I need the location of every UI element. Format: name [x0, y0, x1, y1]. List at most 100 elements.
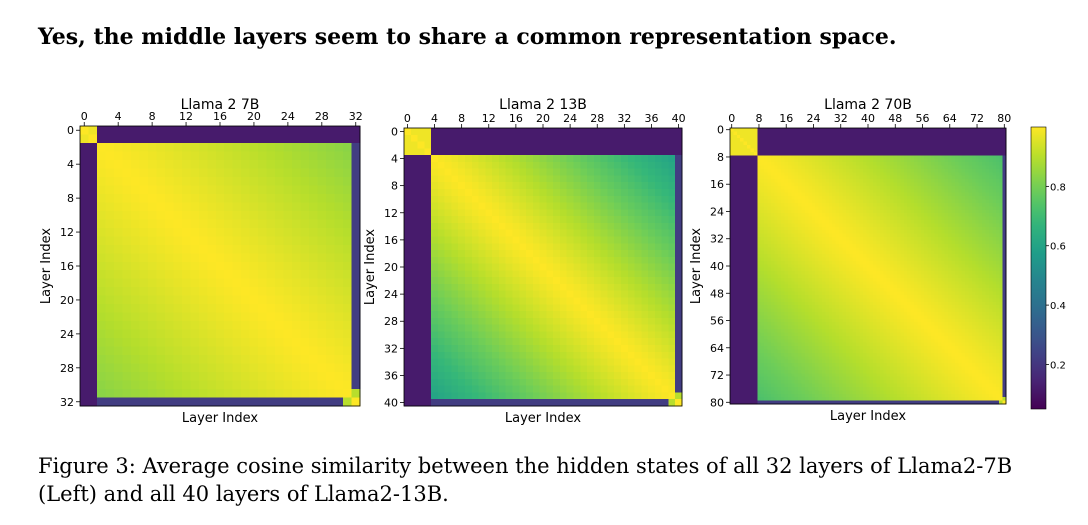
heatmap-cell [573, 311, 581, 319]
heatmap-cell [546, 378, 554, 387]
heatmap-cell [190, 312, 200, 322]
heatmap-cell [873, 192, 878, 197]
heatmap-cell [958, 138, 963, 143]
heatmap-cell [343, 278, 353, 288]
heatmap-cell [258, 363, 268, 373]
heatmap-cell [451, 378, 459, 387]
heatmap-cell [465, 324, 473, 333]
heatmap-cell [96, 363, 107, 373]
heatmap-cell [893, 158, 898, 163]
heatmap-cell [774, 175, 779, 180]
heatmap-cell [961, 148, 966, 153]
heatmap-cell [866, 185, 871, 190]
heatmap-cell [944, 134, 949, 139]
heatmap-cell [559, 358, 568, 366]
heatmap-cell [526, 358, 534, 366]
heatmap-cell [424, 202, 432, 210]
heatmap-cell [784, 165, 789, 170]
heatmap-cell [907, 209, 912, 214]
heatmap-cell [485, 182, 493, 190]
heatmap-cell [767, 196, 772, 201]
heatmap-cell [767, 213, 772, 218]
heatmap-cell [539, 290, 547, 299]
heatmap-cell [828, 134, 833, 139]
heatmap-cell [113, 227, 124, 237]
heatmap-cell [890, 179, 895, 184]
heatmap-cell [757, 131, 762, 136]
heatmap-cell [593, 304, 602, 312]
heatmap-cell [190, 278, 200, 288]
heatmap-cell [600, 297, 609, 305]
heatmap-cell [492, 338, 500, 346]
heatmap-cell [753, 192, 758, 197]
heatmap-cell [750, 158, 755, 163]
heatmap-cell [948, 151, 953, 156]
heatmap-cell [283, 380, 293, 390]
heatmap-cell [607, 358, 615, 366]
heatmap-cell [893, 199, 898, 204]
heatmap-cell [498, 399, 507, 407]
heatmap-cell [80, 287, 90, 297]
heatmap-cell [526, 222, 534, 231]
heatmap-cell [593, 324, 602, 333]
heatmap-cell [890, 202, 895, 207]
heatmap-cell [600, 385, 609, 394]
heatmap-cell [266, 168, 276, 178]
heatmap-cell [181, 329, 191, 339]
heatmap-cell [351, 287, 361, 297]
heatmap-cell [424, 317, 432, 326]
heatmap-cell [105, 270, 115, 280]
heatmap-cell [334, 244, 344, 254]
heatmap-cell [190, 295, 200, 305]
heatmap-cell [546, 236, 554, 244]
heatmap-cell [832, 168, 837, 173]
heatmap-cell [747, 131, 752, 136]
heatmap-cell [614, 236, 622, 244]
heatmap-cell [198, 176, 208, 186]
heatmap-cell [105, 304, 115, 314]
heatmap-cell [539, 311, 547, 319]
heatmap-cell [614, 168, 622, 177]
heatmap-cell [634, 378, 642, 387]
heatmap-cell [995, 206, 1000, 211]
heatmap-cell [587, 392, 595, 400]
heatmap-cell [873, 189, 878, 194]
heatmap-cell [927, 141, 932, 146]
heatmap-cell [258, 355, 268, 365]
heatmap-cell [835, 151, 840, 156]
heatmap-cell [620, 385, 629, 394]
heatmap-cell [856, 165, 861, 170]
heatmap-cell [130, 372, 140, 382]
heatmap-cell [105, 126, 115, 136]
heatmap-cell [485, 128, 493, 136]
heatmap-cell [750, 151, 755, 156]
heatmap-cell [733, 145, 738, 150]
heatmap-cell [934, 128, 939, 133]
heatmap-cell [668, 297, 676, 305]
heatmap-cell [862, 172, 867, 177]
heatmap-cell [951, 131, 956, 136]
heatmap-cell [80, 312, 90, 322]
heatmap-cell [890, 182, 895, 187]
heatmap-cell [207, 151, 217, 161]
heatmap-cell [849, 158, 854, 163]
heatmap-cell [283, 372, 293, 382]
heatmap-cell [900, 155, 905, 160]
heatmap-cell [944, 165, 949, 170]
heatmap-cell [787, 134, 792, 139]
heatmap-cell [451, 290, 459, 299]
heatmap-cell [471, 128, 480, 136]
heatmap-cell [620, 324, 629, 333]
heatmap-cell [842, 192, 847, 197]
heatmap-cell [292, 219, 302, 229]
heatmap-cell [832, 213, 837, 218]
heatmap-cell [740, 206, 745, 211]
heatmap-cell [661, 263, 670, 271]
heatmap-cell [730, 128, 735, 133]
heatmap-cell [404, 365, 412, 373]
heatmap-cell [852, 199, 857, 204]
heatmap-cell [207, 372, 217, 382]
heatmap-cell [498, 148, 507, 156]
heatmap-cell [791, 141, 796, 146]
heatmap-cell [988, 199, 993, 204]
